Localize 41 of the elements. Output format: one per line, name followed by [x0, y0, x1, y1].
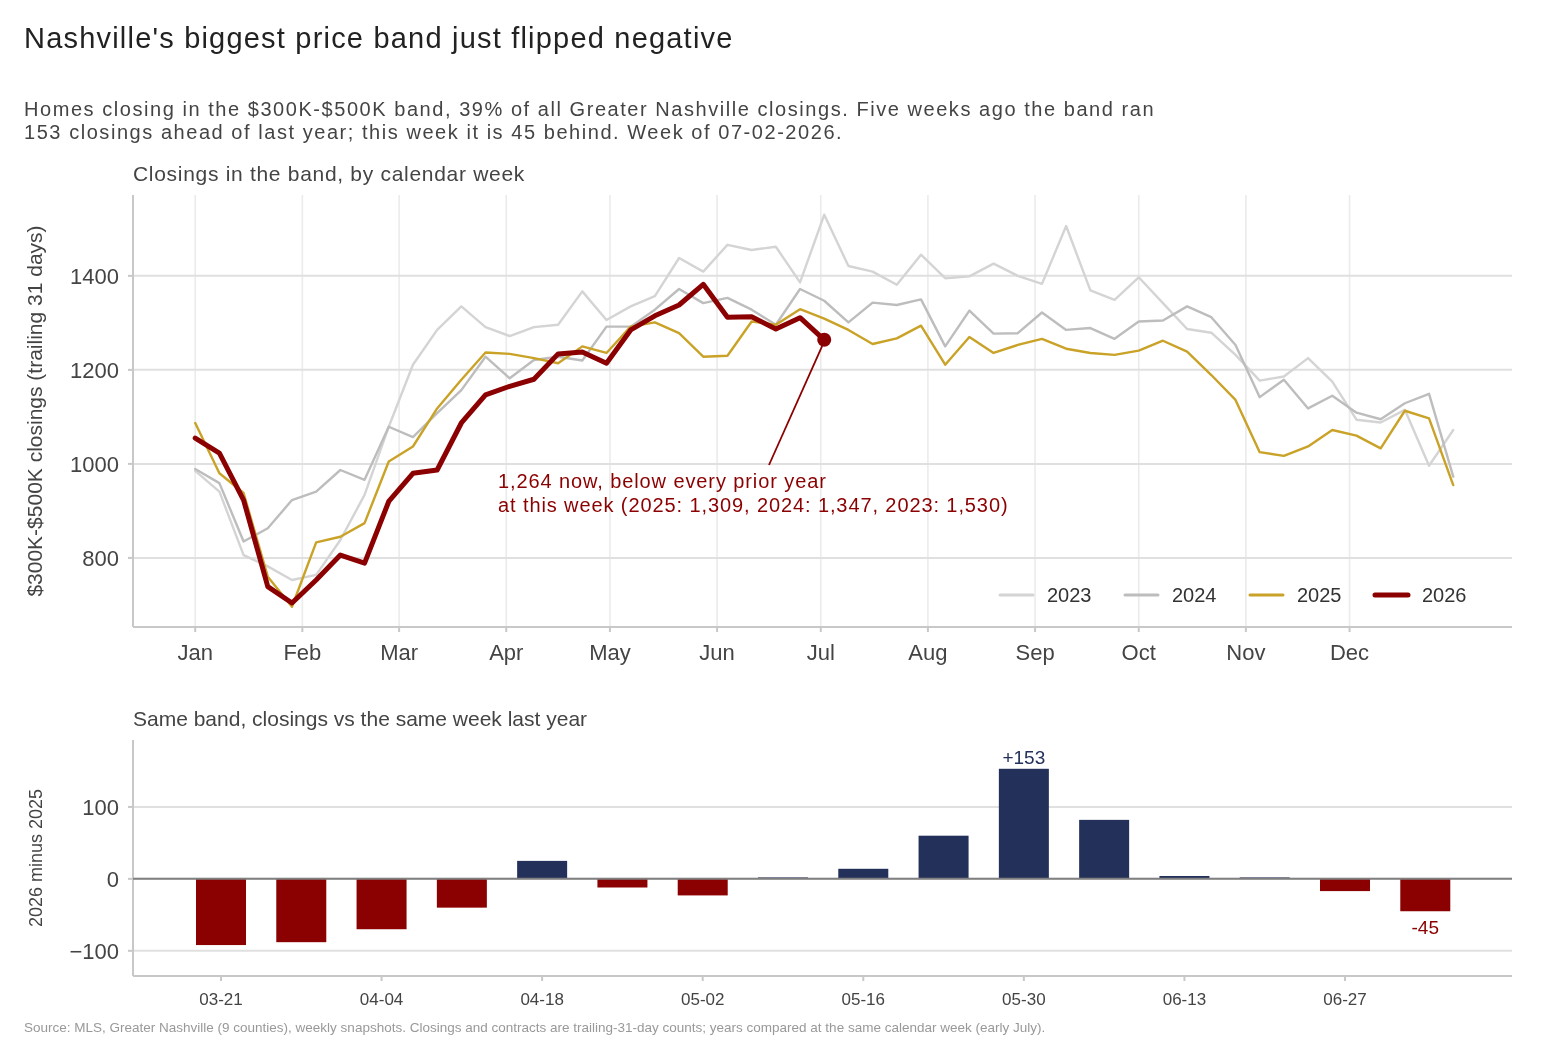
legend-label: 2024	[1172, 584, 1217, 606]
y-axis-title: 2026 minus 2025	[26, 788, 46, 928]
x-tick-label: 05-16	[841, 990, 886, 1009]
source-note: Source: MLS, Greater Nashville (9 counties), weekly snapshots. Closings and contracts are trailing-31-day counts; years compared at the same calendar week (early July).	[24, 1020, 1046, 1035]
x-tick-label: 06-13	[1162, 990, 1207, 1009]
legend-label: 2025	[1297, 584, 1342, 606]
chart-title: Nashville's biggest price band just flipped negative	[24, 22, 734, 54]
x-tick-label: Sep	[1015, 640, 1055, 665]
x-tick-label: Aug	[908, 640, 948, 665]
x-tick-label: May	[589, 640, 631, 665]
x-tick-label: Oct	[1121, 640, 1156, 665]
data-label: +153	[1002, 746, 1046, 768]
y-tick-label: 1400	[70, 263, 119, 289]
x-tick-label: Apr	[489, 640, 524, 665]
y-axis-title: $300K-$500K closings (trailing 31 days)	[23, 225, 46, 597]
text: Closings in the band, by calendar week	[133, 162, 525, 185]
legend-label: 2023	[1047, 584, 1092, 606]
x-tick-label: Feb	[283, 640, 322, 665]
x-tick-label: Jun	[699, 640, 735, 665]
x-tick-label: 04-18	[520, 990, 564, 1009]
legend-label: 2026	[1422, 584, 1467, 606]
annotation: 1,264 now, below every prior year at this week (2025: 1,309, 2024: 1,347, 2023: 1,530)	[498, 470, 1009, 516]
x-tick-label: Dec	[1330, 640, 1370, 665]
y-tick-label: 0	[106, 866, 119, 892]
x-tick-label: Jul	[806, 640, 835, 665]
x-tick-label: 05-30	[1002, 990, 1046, 1009]
chart-title: Same band, closings vs the same week last year	[133, 707, 588, 730]
data-label: -45	[1411, 917, 1440, 939]
x-tick-label: 05-02	[680, 990, 725, 1009]
y-tick-label: 1000	[70, 451, 119, 477]
x-tick-label: Mar	[380, 640, 419, 665]
x-tick-label: 04-04	[359, 990, 404, 1009]
y-tick-label: 100	[82, 794, 119, 820]
y-tick-label: 800	[82, 545, 119, 571]
x-tick-label: 06-27	[1323, 990, 1367, 1009]
y-tick-label: −100	[69, 938, 119, 964]
x-tick-label: 03-21	[199, 990, 243, 1009]
chart-subtitle: Homes closing in the $300K-$500K band, 39% of all Greater Nashville closings. Five weeks ago the band ran 153 closings ahead of last year; this week it is 45 behind. Week of 07-02-2026.	[24, 98, 1156, 143]
y-tick-label: 1200	[70, 357, 119, 383]
x-tick-label: Nov	[1226, 640, 1266, 665]
x-tick-label: Jan	[177, 640, 213, 665]
